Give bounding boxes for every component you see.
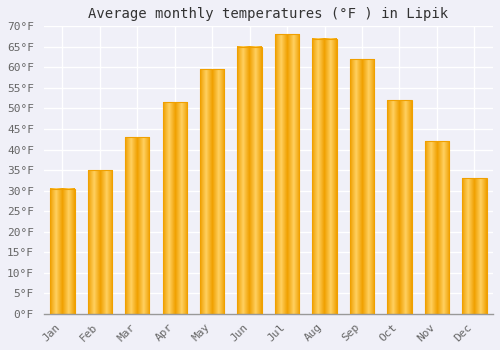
Bar [312, 38, 336, 314]
Bar [88, 170, 112, 314]
Bar [50, 189, 74, 314]
Bar [462, 178, 486, 314]
Bar [162, 102, 187, 314]
Bar [275, 35, 299, 314]
Bar [350, 59, 374, 314]
Bar [388, 100, 411, 314]
Bar [238, 47, 262, 314]
Bar [424, 141, 449, 314]
Bar [200, 69, 224, 314]
Title: Average monthly temperatures (°F ) in Lipik: Average monthly temperatures (°F ) in Li… [88, 7, 448, 21]
Bar [125, 137, 150, 314]
